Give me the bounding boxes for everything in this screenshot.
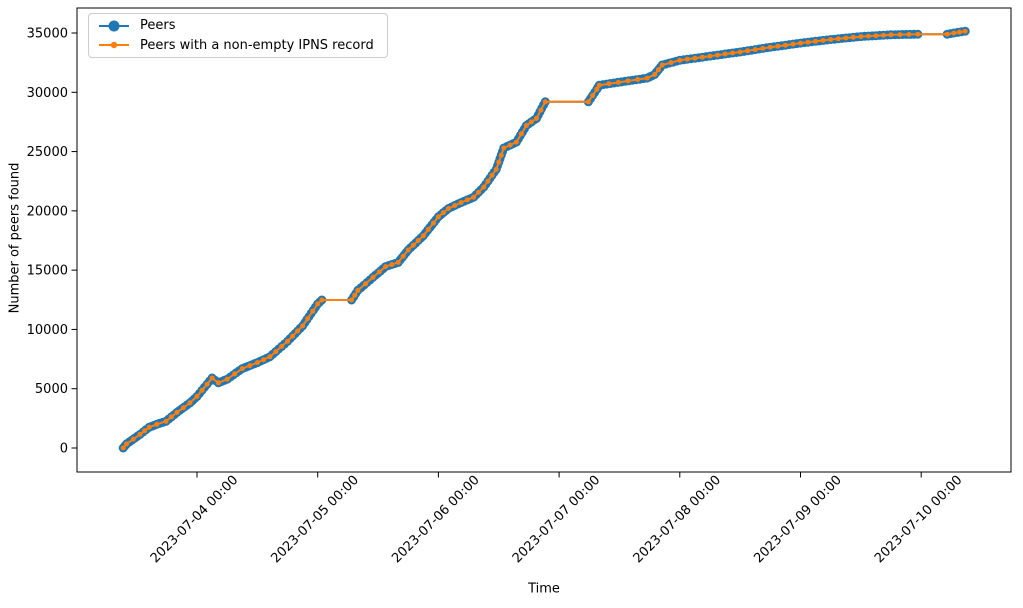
peers-line bbox=[122, 30, 967, 449]
x-tick-label: 2023-07-09 00:00 bbox=[751, 473, 844, 566]
ipns-legend-marker-icon bbox=[99, 42, 129, 49]
y-tick-label: 20000 bbox=[27, 204, 68, 219]
plot-frame bbox=[76, 7, 1012, 473]
peers-with-markers bbox=[120, 28, 968, 451]
x-tick-label: 2023-07-08 00:00 bbox=[631, 473, 724, 566]
y-tick-label: 15000 bbox=[27, 264, 68, 279]
peers-legend-marker-icon bbox=[99, 20, 129, 32]
x-axis-label: Time bbox=[528, 581, 560, 597]
peers-with-line bbox=[122, 30, 967, 449]
y-tick-label: 25000 bbox=[27, 145, 68, 160]
x-tick-label: 2023-07-07 00:00 bbox=[510, 473, 603, 566]
y-axis-label: Number of peers found bbox=[7, 162, 23, 314]
x-tick-label: 2023-07-05 00:00 bbox=[269, 473, 362, 566]
x-axis-ticks: 2023-07-04 00:00 2023-07-05 00:00 2023-07-… bbox=[148, 472, 965, 566]
legend-item-peers: Peers bbox=[97, 16, 379, 36]
legend-item-ipns-record: Peers with a non-empty IPNS record bbox=[97, 36, 379, 56]
x-tick-label: 2023-07-06 00:00 bbox=[389, 473, 482, 566]
y-tick-label: 0 bbox=[60, 442, 68, 457]
legend: Peers Peers with a non-empty IPNS record bbox=[88, 13, 388, 58]
x-tick-label: 2023-07-04 00:00 bbox=[148, 473, 241, 566]
y-tick-label: 30000 bbox=[27, 86, 68, 101]
legend-label-peers: Peers bbox=[140, 18, 176, 34]
y-axis-ticks: 0 5000 10000 15000 20000 25000 30000 35000 bbox=[27, 27, 77, 457]
y-tick-label: 10000 bbox=[27, 323, 68, 338]
legend-label-ipns-record: Peers with a non-empty IPNS record bbox=[140, 37, 374, 53]
y-tick-label: 5000 bbox=[35, 382, 68, 397]
peers-markers bbox=[118, 26, 970, 453]
x-tick-label: 2023-07-10 00:00 bbox=[872, 473, 965, 566]
y-tick-label: 35000 bbox=[27, 27, 68, 42]
